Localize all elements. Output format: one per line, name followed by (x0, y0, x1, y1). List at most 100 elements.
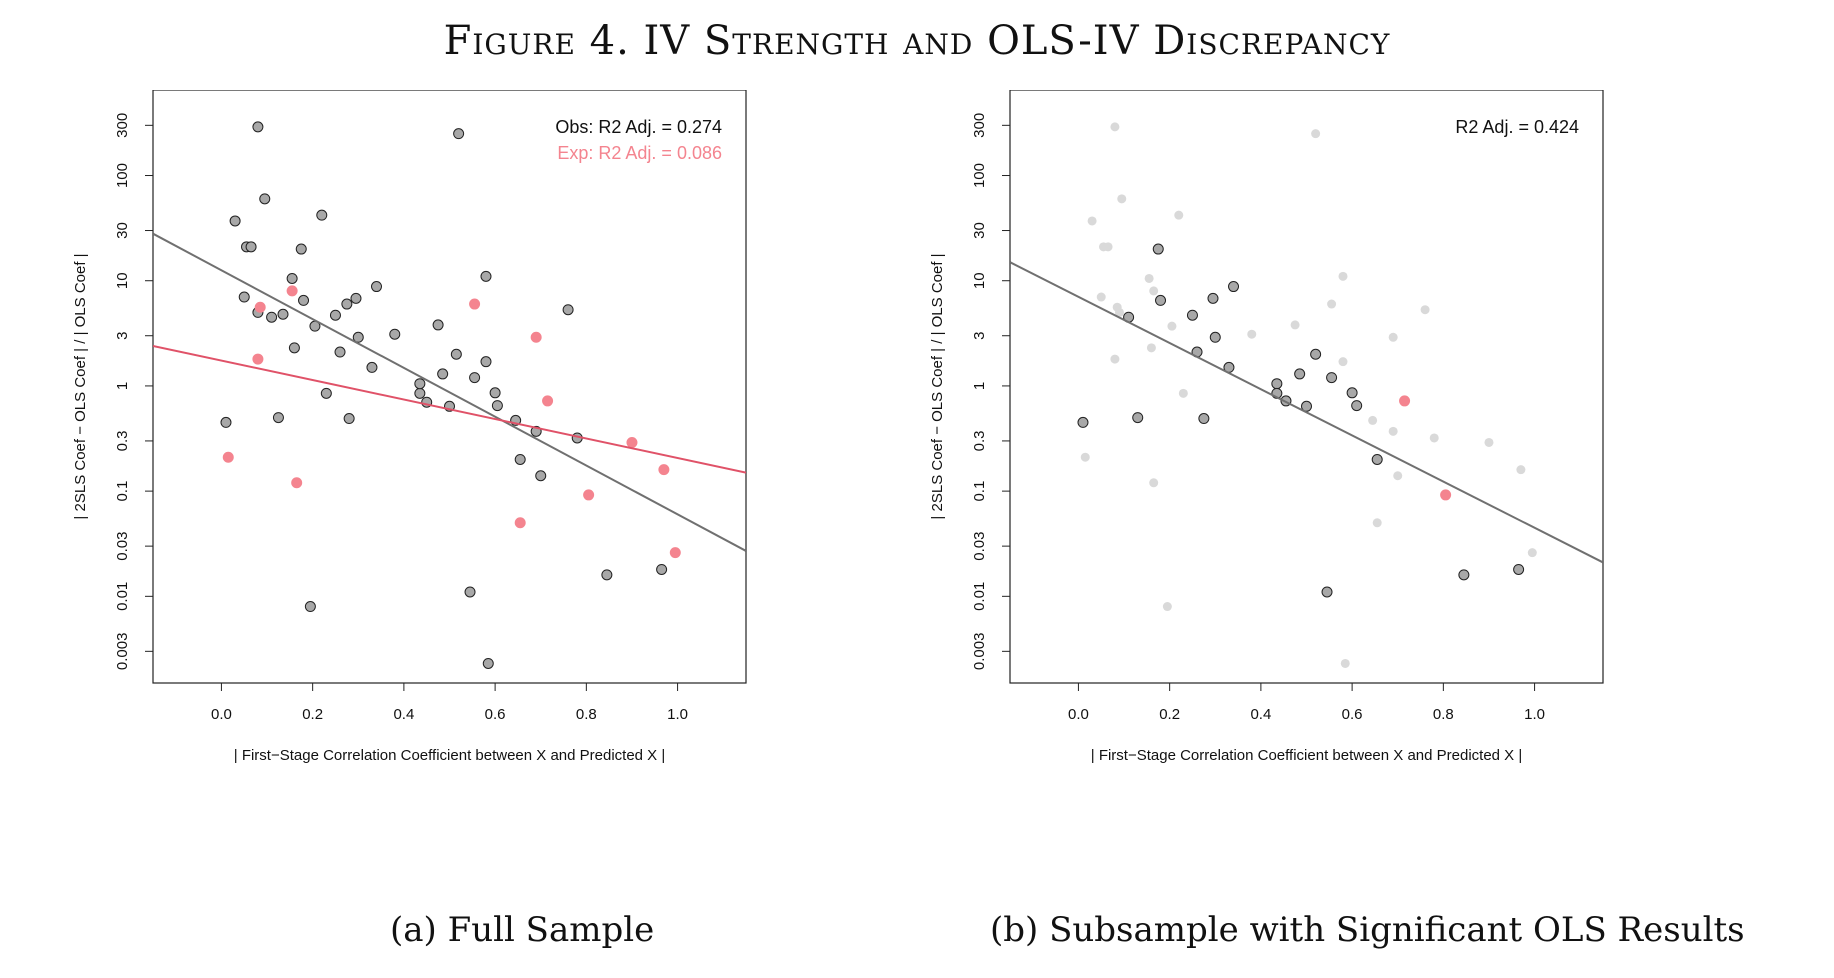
exp-point (669, 547, 681, 559)
sig-point (1152, 243, 1164, 255)
sig-point (1351, 400, 1363, 412)
y-tick-label: 0.03 (114, 532, 131, 561)
exp-point (626, 436, 638, 448)
exp-point (530, 331, 542, 343)
faded-point (1178, 388, 1188, 398)
obs-point (352, 331, 364, 343)
obs-fit-line (153, 232, 746, 552)
x-tick-label: 0.4 (1250, 706, 1271, 723)
sig-point (1198, 413, 1210, 425)
obs-point (482, 657, 494, 669)
y-tick-label: 1 (114, 382, 131, 390)
obs-point (286, 272, 298, 284)
x-tick-label: 0.8 (1433, 706, 1454, 723)
sig-point (1310, 348, 1322, 360)
sig-point (1326, 372, 1338, 384)
faded-point (1429, 433, 1439, 443)
obs-point (480, 356, 492, 368)
y-tick-label: 0.1 (114, 481, 131, 502)
x-tick-label: 0.6 (485, 706, 506, 723)
faded-point (1103, 242, 1113, 252)
obs-point (334, 346, 346, 358)
faded-point (1146, 343, 1156, 353)
faded-point (1311, 129, 1321, 139)
sig-exp-point (1399, 395, 1411, 407)
faded-point (1516, 465, 1526, 475)
faded-point (1149, 478, 1159, 488)
y-tick-label: 1 (971, 382, 988, 390)
exp-point (254, 301, 266, 313)
sig-point (1132, 412, 1144, 424)
obs-point (469, 372, 481, 384)
obs-point (464, 586, 476, 598)
exp-fit-line (153, 344, 746, 474)
obs-point (298, 294, 310, 306)
plot-frame (1009, 90, 1604, 684)
sig-point (1155, 294, 1167, 306)
sig-exp-point (1440, 489, 1452, 501)
faded-point (1338, 271, 1348, 281)
obs-point (266, 311, 278, 323)
x-tick-label: 0.8 (576, 706, 597, 723)
faded-point (1167, 321, 1177, 331)
y-tick-label: 0.3 (114, 430, 131, 451)
chart-a: 0.0 0.2 0.4 0.6 0.8 1.0 0.003 0.01 0.03 0.1 0.3 1 3 1… (72, 90, 747, 764)
exp-point (252, 353, 264, 365)
y-tick-label: 0.1 (971, 481, 988, 502)
y-tick-label: 300 (971, 113, 988, 138)
obs-point (277, 308, 289, 320)
y-tick-label: 30 (114, 222, 131, 239)
figure-title: Figure 4. IV Strength and OLS-IV Discrep… (443, 18, 1391, 64)
faded-point (1290, 320, 1300, 330)
obs-point (252, 121, 264, 133)
faded-point (1338, 357, 1348, 367)
sig-point (1207, 292, 1219, 304)
obs-point (272, 412, 284, 424)
x-tick-label: 0.0 (1068, 706, 1089, 723)
sig-point (1271, 378, 1283, 390)
faded-point (1144, 273, 1154, 283)
sig-point (1513, 563, 1525, 575)
faded-point (1484, 437, 1494, 447)
faded-point (1149, 286, 1159, 296)
plot-frame (152, 90, 747, 684)
exp-point (469, 298, 481, 310)
faded-point (1527, 548, 1537, 558)
caption-a: (a) Full Sample (390, 910, 655, 950)
x-tick-label: 0.2 (302, 706, 323, 723)
obs-point (491, 400, 503, 412)
faded-point (1087, 216, 1097, 226)
y-axis-label: | 2SLS Coef − OLS Coef | / | OLS Coef | (72, 253, 89, 519)
faded-point (1110, 354, 1120, 364)
x-axis-label: | First−Stage Correlation Coefficient be… (1091, 747, 1523, 764)
faded-point (1114, 307, 1124, 317)
sig-point (1458, 569, 1470, 581)
obs-point (371, 281, 383, 293)
obs-point (562, 304, 574, 316)
obs-point (453, 128, 465, 140)
x-tick-label: 1.0 (667, 706, 688, 723)
faded-point (1080, 452, 1090, 462)
obs-point (437, 368, 449, 380)
x-tick-label: 0.2 (1159, 706, 1180, 723)
y-tick-label: 100 (971, 163, 988, 188)
exp-r2-annotation: Exp: R2 Adj. = 0.086 (557, 143, 722, 163)
y-tick-label: 3 (114, 332, 131, 340)
obs-point (238, 291, 250, 303)
exp-point (286, 285, 298, 297)
obs-point (341, 298, 353, 310)
exp-point (291, 477, 303, 489)
sig-fit-line (1010, 261, 1603, 564)
obs-point (514, 453, 526, 465)
y-tick-label: 0.003 (971, 633, 988, 671)
obs-r2-annotation: Obs: R2 Adj. = 0.274 (555, 117, 722, 137)
x-tick-label: 0.0 (211, 706, 232, 723)
faded-point (1393, 471, 1403, 481)
exp-point (542, 395, 554, 407)
faded-point (1247, 329, 1257, 339)
obs-point (245, 241, 257, 253)
sig-r2-annotation: R2 Adj. = 0.424 (1455, 117, 1579, 137)
obs-point (229, 215, 241, 227)
y-tick-label: 0.3 (971, 430, 988, 451)
obs-point (288, 342, 300, 354)
